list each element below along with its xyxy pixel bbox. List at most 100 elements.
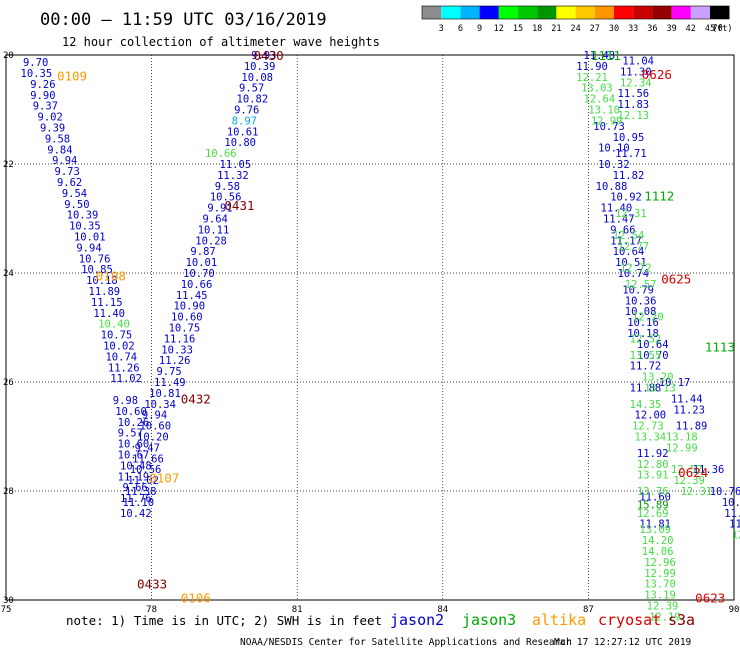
swh-value: 11.89 xyxy=(89,286,121,298)
swh-value: 9.93 xyxy=(251,50,276,62)
x-tick-label: 84 xyxy=(437,605,448,615)
swh-value: 11.60 xyxy=(639,491,671,503)
swh-value: 10.16 xyxy=(627,317,659,329)
x-tick-label: 78 xyxy=(146,605,157,615)
colorbar-level: 15 xyxy=(513,24,523,34)
swh-value: 11.02 xyxy=(110,373,142,385)
pass-label: 0624 xyxy=(678,465,708,480)
y-tick-label: 20 xyxy=(3,51,14,61)
colorbar-swatch xyxy=(575,6,595,19)
swh-value: 10.17 xyxy=(659,377,691,389)
swh-value: 10.60 xyxy=(118,439,150,451)
swh-value: 10.67 xyxy=(118,449,150,461)
swh-value: 10.01 xyxy=(74,231,106,243)
swh-value: 10.80 xyxy=(224,137,256,149)
axis-ticks: 75 78 81 84 87 90 20 22 24 26 28 30 xyxy=(1,51,740,615)
colorbar-swatch xyxy=(460,6,480,19)
swh-value: 11.72 xyxy=(630,361,662,373)
x-tick-label: 81 xyxy=(292,605,303,615)
swh-value: 11.90 xyxy=(576,61,608,73)
swh-value: 10.48 xyxy=(120,460,152,472)
swh-value: 9.76 xyxy=(234,105,259,117)
swh-value: 13.55 xyxy=(630,350,662,362)
swh-value: 10.51 xyxy=(615,257,647,269)
swh-value: 10.82 xyxy=(237,94,269,106)
swh-value: 13.19 xyxy=(644,590,676,602)
swh-value: 13.34 xyxy=(635,432,667,444)
legend-entry: jason3 xyxy=(462,611,516,629)
swh-value: 14.20 xyxy=(642,535,674,547)
colorbar-level: 36 xyxy=(647,24,657,34)
colorbar-level: 12 xyxy=(494,24,504,34)
pass-label: 0626 xyxy=(642,67,672,82)
swh-value: 10.74 xyxy=(618,268,650,280)
swh-value: 10.64 xyxy=(613,246,645,258)
pass-label: 0109 xyxy=(57,69,87,84)
swh-value: 10.66 xyxy=(181,279,213,291)
swh-value: 11.47 xyxy=(603,214,635,226)
swh-value: 12.39 xyxy=(647,600,679,612)
swh-value: 11.45 xyxy=(176,290,208,302)
swh-value: 13.76 xyxy=(637,486,669,498)
swh-value: 11.40 xyxy=(601,203,633,215)
swh-value: 12.99 xyxy=(644,568,676,580)
swh-value: 9.94 xyxy=(52,155,77,167)
swh-value: 14.06 xyxy=(642,546,674,558)
swh-value: 12.21 xyxy=(576,72,608,84)
swh-value: 10.39 xyxy=(244,61,276,73)
swh-value: 10.90 xyxy=(173,301,205,313)
swh-value: 10.76 xyxy=(79,253,111,265)
swh-value: 12.19 xyxy=(649,611,681,623)
colorbar-level: 24 xyxy=(570,24,580,34)
swh-value: 9.26 xyxy=(30,79,55,91)
swh-value: 10.95 xyxy=(613,132,645,144)
swh-value: 9.58 xyxy=(215,181,240,193)
colorbar-unit: (ft) xyxy=(712,24,732,34)
swh-value: 10.36 xyxy=(625,295,657,307)
swh-value: 10.26 xyxy=(722,497,740,509)
swh-value: 9.75 xyxy=(156,366,181,378)
colorbar-level: 3 xyxy=(439,24,444,34)
colorbar-swatch xyxy=(710,6,730,19)
swh-value: 9.37 xyxy=(33,101,58,113)
swh-value: 12.20 xyxy=(632,312,664,324)
colorbar-swatch xyxy=(518,6,538,19)
plot-area xyxy=(5,54,735,601)
swh-value: 11.36 xyxy=(693,464,725,476)
swh-value: 9.66 xyxy=(610,224,635,236)
swh-value: 9.91 xyxy=(207,203,232,215)
swh-value: 10.28 xyxy=(195,235,227,247)
swh-value: 9.73 xyxy=(55,166,80,178)
colorbar-level: 70 xyxy=(712,24,722,34)
swh-value: 10.92 xyxy=(610,192,642,204)
swh-value: 10.60 xyxy=(139,421,171,433)
swh-value: 12.31 xyxy=(681,486,713,498)
colorbar-outline xyxy=(421,5,730,20)
swh-value: 12.13 xyxy=(618,110,650,122)
swh-value: 12.99 xyxy=(591,115,623,127)
pass-label: 1111 xyxy=(591,48,621,63)
colorbar-swatch xyxy=(652,6,672,19)
swh-value: 10.39 xyxy=(67,210,99,222)
pass-label: 0107 xyxy=(149,470,179,485)
swh-value: 13.18 xyxy=(666,432,698,444)
swh-value: 10.74 xyxy=(105,351,137,363)
swh-value: 11. xyxy=(729,519,740,531)
swh-value: 11.88 xyxy=(630,382,662,394)
swh-value: 12.64 xyxy=(584,94,616,106)
swh-value: 10.01 xyxy=(186,257,218,269)
swh-value: 10.18 xyxy=(627,328,659,340)
swh-value: 8.97 xyxy=(232,115,257,127)
colorbar-level: 30 xyxy=(609,24,619,34)
swh-value: 12.69 xyxy=(637,508,669,520)
swh-value: 11.32 xyxy=(217,170,249,182)
swh-values: 9.7010.359.269.909.379.029.399.589.849.9… xyxy=(21,50,740,623)
swh-value: 12 xyxy=(732,530,740,542)
y-tick-label: 30 xyxy=(3,596,14,606)
swh-value: 9.57 xyxy=(239,83,264,95)
colorbar-swatch xyxy=(441,6,461,19)
swh-value: 10.56 xyxy=(210,192,242,204)
satellite-legend: jason2 jason3 altika cryosat s3a xyxy=(390,611,695,629)
swh-value: 12.39 xyxy=(673,475,705,487)
swh-value: 12.34 xyxy=(620,77,652,89)
